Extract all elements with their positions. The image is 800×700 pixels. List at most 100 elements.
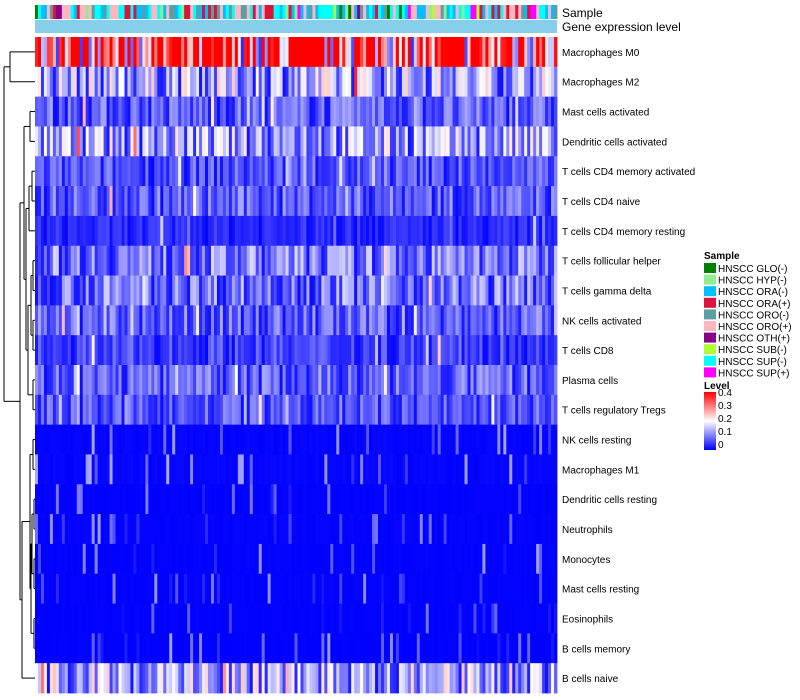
heatmap-cell xyxy=(109,394,113,426)
heatmap-cell xyxy=(342,603,346,634)
heatmap-cell xyxy=(521,66,525,98)
heatmap-cell xyxy=(345,394,349,426)
heatmap-cell xyxy=(488,484,492,515)
heatmap-cell xyxy=(497,454,501,485)
heatmap-cell xyxy=(443,275,448,306)
heatmap-cell xyxy=(497,543,501,575)
heatmap-cell xyxy=(82,275,87,306)
heatmap-cell xyxy=(455,365,459,396)
heatmap-cell xyxy=(479,603,483,634)
heatmap-cell xyxy=(288,603,292,634)
heatmap-cell xyxy=(133,275,137,306)
heatmap-cell xyxy=(106,305,110,336)
heatmap-cell xyxy=(124,484,128,515)
heatmap-cell xyxy=(205,156,209,187)
heatmap-cell xyxy=(79,543,84,575)
row-label: Macrophages M2 xyxy=(562,78,640,89)
heatmap-cell xyxy=(52,126,57,157)
heatmap-cell xyxy=(106,484,110,515)
heatmap-cell xyxy=(455,394,459,426)
heatmap-cell xyxy=(398,186,403,217)
heatmap-cell xyxy=(52,96,57,127)
heatmap-cell xyxy=(181,633,185,664)
heatmap-cell xyxy=(536,573,540,604)
heatmap-cell xyxy=(139,603,143,634)
heatmap-cell xyxy=(115,394,119,426)
heatmap-cell xyxy=(324,37,328,68)
heatmap-cell xyxy=(106,215,110,247)
heatmap-cell xyxy=(196,424,200,455)
heatmap-cell xyxy=(407,394,412,426)
heatmap-cell xyxy=(372,66,376,98)
sample-track-cell xyxy=(321,5,325,19)
heatmap-cell xyxy=(285,633,289,664)
heatmap-cell xyxy=(398,245,403,276)
heatmap-cell xyxy=(398,37,403,68)
sample-track-cell xyxy=(142,5,146,19)
heatmap-cell xyxy=(533,126,537,157)
heatmap-cell xyxy=(500,365,504,396)
heatmap-cell xyxy=(103,365,107,396)
heatmap-cell xyxy=(413,305,418,336)
heatmap-cell xyxy=(187,424,191,455)
heatmap-cell xyxy=(470,126,474,157)
heatmap-cell xyxy=(91,484,96,515)
heatmap-cell xyxy=(112,305,116,336)
heatmap-cell xyxy=(527,215,531,247)
heatmap-cell xyxy=(139,275,143,306)
heatmap-cell xyxy=(330,37,334,68)
heatmap-cell xyxy=(428,66,433,98)
heatmap-cell xyxy=(175,186,179,217)
heatmap-cell xyxy=(181,454,185,485)
heatmap-cell xyxy=(333,484,337,515)
sample-track-cell xyxy=(154,5,158,19)
heatmap-cell xyxy=(395,603,400,634)
heatmap-cell xyxy=(407,484,412,515)
heatmap-cell xyxy=(237,543,242,575)
heatmap-cell xyxy=(467,365,471,396)
heatmap-cell xyxy=(503,543,507,575)
heatmap-cell xyxy=(509,126,513,157)
heatmap-cell xyxy=(181,305,185,336)
heatmap-cell xyxy=(246,454,251,485)
heatmap-cell xyxy=(228,424,233,455)
heatmap-cell xyxy=(452,66,456,98)
heatmap-cell xyxy=(339,484,343,515)
heatmap-cell xyxy=(222,215,227,247)
heatmap-cell xyxy=(345,335,349,366)
sample-track-cell xyxy=(434,5,439,19)
heatmap-cell xyxy=(536,245,540,276)
heatmap-cell xyxy=(43,543,48,575)
heatmap-cell xyxy=(58,37,63,68)
heatmap-cell xyxy=(252,573,257,604)
heatmap-cell xyxy=(103,394,107,426)
heatmap-cell xyxy=(395,424,400,455)
heatmap-cell xyxy=(136,394,140,426)
heatmap-cell xyxy=(306,126,310,157)
heatmap-cell xyxy=(112,215,116,247)
heatmap-cell xyxy=(234,37,239,68)
heatmap-cell xyxy=(151,484,155,515)
heatmap-cell xyxy=(273,96,278,127)
heatmap-cell xyxy=(372,603,376,634)
heatmap-cell xyxy=(73,305,78,336)
heatmap-cell xyxy=(172,603,176,634)
heatmap-cell xyxy=(121,663,125,694)
heatmap-cell xyxy=(157,156,161,187)
heatmap-cell xyxy=(115,514,119,545)
heatmap-cell xyxy=(294,96,298,127)
heatmap-cell xyxy=(551,454,555,485)
heatmap-cell xyxy=(473,633,477,664)
heatmap-cell xyxy=(485,245,489,276)
heatmap-cell xyxy=(267,484,272,515)
heatmap-cell xyxy=(243,96,248,127)
heatmap-cell xyxy=(381,603,385,634)
heatmap-cell xyxy=(40,454,45,485)
heatmap-cell xyxy=(461,603,465,634)
heatmap-cell xyxy=(264,514,269,545)
heatmap-cell xyxy=(455,573,459,604)
heatmap-cell xyxy=(542,514,546,545)
heatmap-cell xyxy=(148,484,152,515)
heatmap-cell xyxy=(196,126,200,157)
heatmap-cell xyxy=(351,663,355,694)
